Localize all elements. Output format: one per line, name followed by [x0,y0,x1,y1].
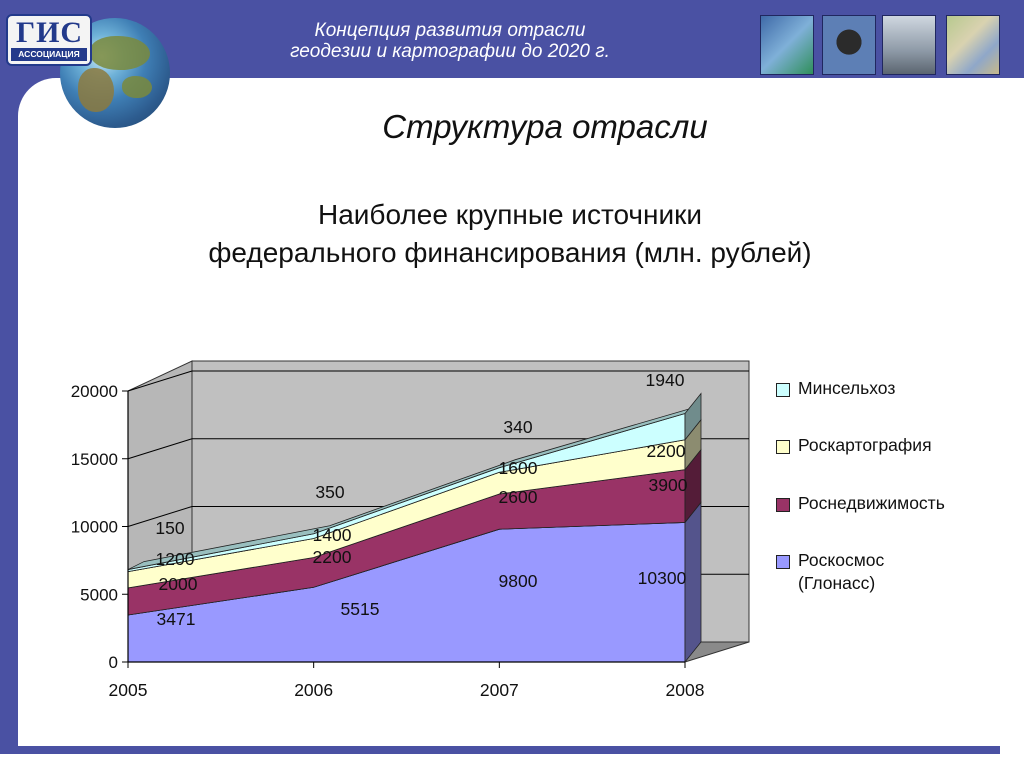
gridline-side [127,506,193,527]
chart-title: Наиболее крупные источники федерального … [100,196,920,272]
gis-association-logo: ГИС АССОЦИАЦИЯ [6,14,92,66]
gridline-side [127,438,193,460]
data-label: 150 [155,518,184,538]
bottom-frame-bar [0,746,1000,754]
x-tick-label: 2007 [480,680,519,700]
header-title-line1: Концепция развития отрасли [314,20,586,41]
y-tick-label: 10000 [71,518,118,537]
data-label: 340 [503,417,532,437]
software-box-icon [760,15,814,75]
total-station-icon [822,15,876,75]
chart-title-line1: Наиболее крупные источники [318,199,702,230]
legend-swatch [776,498,790,512]
data-label: 1940 [646,370,685,390]
data-label: 2200 [647,441,686,461]
legend-label-line1: Роскосмос [798,550,885,570]
data-label: 10300 [638,568,687,588]
data-label: 350 [315,482,344,502]
gridline-side [127,370,193,392]
legend-label: Роскартография [798,435,932,455]
city-map-icon [946,15,1000,75]
data-label: 3900 [649,475,688,495]
chart-title-line2: федерального финансирования (млн. рублей… [208,237,812,268]
data-label: 1200 [156,549,195,569]
data-label: 3471 [157,609,196,629]
y-tick-label: 0 [109,653,118,672]
legend-swatch [776,555,790,569]
header-title: Концепция развития отрасли геодезии и ка… [200,20,700,62]
x-tick-label: 2008 [666,680,705,700]
city-buildings-icon [882,15,936,75]
data-label: 2600 [499,487,538,507]
y-tick-label: 15000 [71,450,118,469]
legend-label: Минсельхоз [798,378,896,398]
y-tick-label: 20000 [71,382,118,401]
legend-swatch [776,383,790,397]
data-label: 1400 [313,525,352,545]
logo-text: ГИС [16,16,84,49]
slide-title: Структура отрасли [382,108,708,145]
data-label: 9800 [499,571,538,591]
data-label: 2000 [159,574,198,594]
area-side-3 [684,392,702,441]
legend-label-line2: (Глонасс) [798,573,876,593]
legend-label: Роснедвижимость [798,493,945,513]
data-label: 5515 [341,599,380,619]
area-side-0 [684,501,702,664]
legend-label: Роскосмос (Глонасс) [798,549,884,595]
y-tick-label: 5000 [80,585,118,604]
data-label: 1600 [499,458,538,478]
legend-swatch [776,440,790,454]
x-tick-label: 2005 [109,680,148,700]
header-title-line2: геодезии и картографии до 2020 г. [290,41,610,62]
left-frame-bar [0,78,18,750]
data-label: 2200 [313,547,352,567]
x-tick-label: 2006 [294,680,333,700]
logo-subtext: АССОЦИАЦИЯ [11,48,87,61]
